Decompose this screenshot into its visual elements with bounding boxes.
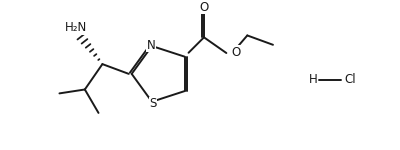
Text: S: S — [149, 97, 156, 110]
Text: O: O — [199, 1, 208, 14]
Text: Cl: Cl — [344, 73, 356, 86]
Text: H: H — [309, 73, 318, 86]
Text: H₂N: H₂N — [65, 21, 87, 34]
Text: O: O — [231, 46, 240, 59]
Text: N: N — [146, 39, 155, 52]
